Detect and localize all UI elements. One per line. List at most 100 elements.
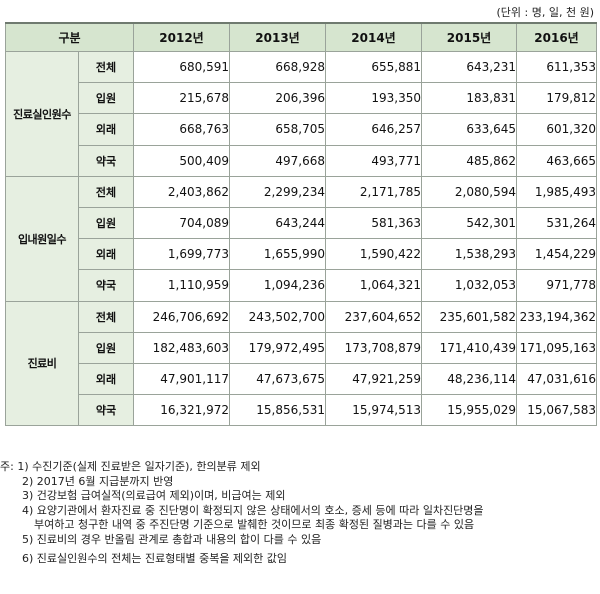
value-cell: 658,705 bbox=[229, 113, 326, 146]
value-cell: 47,901,117 bbox=[133, 362, 230, 396]
table-row: 외래 668,763 658,705 646,257 633,645 601,3… bbox=[6, 113, 597, 146]
table-row: 입원 182,483,603 179,972,495 173,708,879 1… bbox=[6, 331, 597, 364]
footnotes: 주: 1) 수진기준(실제 진료받은 일자기준), 한의분류 제외 2) 201… bbox=[0, 460, 598, 566]
sub-label: 입원 bbox=[78, 82, 134, 115]
value-cell: 206,396 bbox=[229, 82, 326, 115]
table-row: 약국 16,321,972 15,856,531 15,974,513 15,9… bbox=[6, 394, 597, 427]
table-row: 약국 500,409 497,668 493,771 485,862 463,6… bbox=[6, 144, 597, 177]
value-cell: 1,985,493 bbox=[516, 175, 597, 208]
sub-label: 전체 bbox=[78, 300, 134, 333]
value-cell: 1,110,959 bbox=[133, 269, 230, 302]
table-row: 약국 1,110,959 1,094,236 1,064,321 1,032,0… bbox=[6, 269, 597, 302]
value-cell: 971,778 bbox=[516, 269, 597, 302]
value-cell: 1,699,773 bbox=[133, 238, 230, 271]
sub-label: 외래 bbox=[78, 113, 134, 146]
value-cell: 243,502,700 bbox=[229, 300, 326, 333]
value-cell: 704,089 bbox=[133, 206, 230, 240]
value-cell: 1,655,990 bbox=[229, 238, 326, 271]
value-cell: 47,921,259 bbox=[325, 362, 422, 396]
value-cell: 531,264 bbox=[516, 206, 597, 240]
value-cell: 601,320 bbox=[516, 113, 597, 146]
year-header: 2016년 bbox=[516, 22, 597, 52]
table-row: 진료비 전체 246,706,692 243,502,700 237,604,6… bbox=[5, 300, 597, 427]
table-row: 외래 1,699,773 1,655,990 1,590,422 1,538,2… bbox=[6, 238, 597, 271]
value-cell: 16,321,972 bbox=[133, 394, 230, 427]
footnote: 3) 건강보험 급여실적(의료급여 제외)이며, 비급여는 제외 bbox=[22, 489, 286, 503]
sub-label: 약국 bbox=[78, 269, 134, 302]
value-cell: 611,353 bbox=[516, 50, 597, 84]
value-cell: 47,031,616 bbox=[516, 362, 597, 396]
footnote: 4) 요양기관에서 환자진료 중 진단명이 확정되지 않은 상태에서의 호소, … bbox=[22, 503, 484, 517]
value-cell: 2,171,785 bbox=[325, 175, 422, 208]
category-header: 구분 bbox=[5, 22, 134, 52]
value-cell: 235,601,582 bbox=[421, 300, 517, 333]
value-cell: 493,771 bbox=[325, 144, 422, 177]
sub-label: 약국 bbox=[78, 394, 134, 427]
value-cell: 1,454,229 bbox=[516, 238, 597, 271]
year-header: 2013년 bbox=[229, 22, 326, 52]
table-row: 입내원일수 전체 2,403,862 2,299,234 2,171,785 2… bbox=[5, 175, 597, 302]
value-cell: 15,067,583 bbox=[516, 394, 597, 427]
footnote: 5) 진료비의 경우 반올림 관계로 총합과 내용의 합이 다를 수 있음 bbox=[22, 532, 322, 546]
value-cell: 1,032,053 bbox=[421, 269, 517, 302]
year-header: 2015년 bbox=[421, 22, 517, 52]
sub-label: 전체 bbox=[78, 175, 134, 208]
value-cell: 173,708,879 bbox=[325, 331, 422, 364]
sub-label: 약국 bbox=[78, 144, 134, 177]
value-cell: 1,094,236 bbox=[229, 269, 326, 302]
header-row: 구분 2012년 2013년 2014년 2015년 2016년 bbox=[5, 22, 597, 52]
value-cell: 179,812 bbox=[516, 82, 597, 115]
value-cell: 500,409 bbox=[133, 144, 230, 177]
footnote: 부여하고 청구한 내역 중 주진단명 기준으로 발췌한 것이므로 최종 확정된 … bbox=[34, 518, 475, 532]
value-cell: 2,080,594 bbox=[421, 175, 517, 208]
table-row: 입원 215,678 206,396 193,350 183,831 179,8… bbox=[6, 82, 597, 115]
value-cell: 542,301 bbox=[421, 206, 517, 240]
value-cell: 179,972,495 bbox=[229, 331, 326, 364]
value-cell: 680,591 bbox=[133, 50, 230, 84]
table-row: 진료실인원수 전체 680,591 668,928 655,881 643,23… bbox=[5, 50, 597, 177]
value-cell: 193,350 bbox=[325, 82, 422, 115]
sub-label: 전체 bbox=[78, 50, 134, 84]
value-cell: 497,668 bbox=[229, 144, 326, 177]
footnote: 주: 1) 수진기준(실제 진료받은 일자기준), 한의분류 제외 bbox=[0, 460, 261, 473]
group-label: 진료비 bbox=[5, 300, 79, 427]
value-cell: 668,928 bbox=[229, 50, 326, 84]
year-header: 2014년 bbox=[325, 22, 422, 52]
sub-label: 외래 bbox=[78, 362, 134, 396]
group-label: 입내원일수 bbox=[5, 175, 79, 302]
sub-label: 입원 bbox=[78, 206, 134, 240]
value-cell: 233,194,362 bbox=[516, 300, 597, 333]
value-cell: 646,257 bbox=[325, 113, 422, 146]
value-cell: 581,363 bbox=[325, 206, 422, 240]
sub-label: 외래 bbox=[78, 238, 134, 271]
value-cell: 633,645 bbox=[421, 113, 517, 146]
value-cell: 171,095,163 bbox=[516, 331, 597, 364]
value-cell: 1,064,321 bbox=[325, 269, 422, 302]
value-cell: 655,881 bbox=[325, 50, 422, 84]
value-cell: 2,403,862 bbox=[133, 175, 230, 208]
value-cell: 2,299,234 bbox=[229, 175, 326, 208]
value-cell: 643,231 bbox=[421, 50, 517, 84]
table-row: 입원 704,089 643,244 581,363 542,301 531,2… bbox=[6, 206, 597, 240]
value-cell: 47,673,675 bbox=[229, 362, 326, 396]
value-cell: 182,483,603 bbox=[133, 331, 230, 364]
year-header: 2012년 bbox=[133, 22, 230, 52]
value-cell: 246,706,692 bbox=[133, 300, 230, 333]
value-cell: 48,236,114 bbox=[421, 362, 517, 396]
value-cell: 1,538,293 bbox=[421, 238, 517, 271]
value-cell: 215,678 bbox=[133, 82, 230, 115]
footnote: 6) 진료실인원수의 전체는 진료형태별 중복을 제외한 값임 bbox=[22, 551, 288, 565]
value-cell: 15,974,513 bbox=[325, 394, 422, 427]
value-cell: 643,244 bbox=[229, 206, 326, 240]
value-cell: 1,590,422 bbox=[325, 238, 422, 271]
statistics-table: 구분 2012년 2013년 2014년 2015년 2016년 진료실인원수 … bbox=[5, 22, 597, 427]
value-cell: 485,862 bbox=[421, 144, 517, 177]
footnote: 2) 2017년 6월 지급분까지 반영 bbox=[22, 474, 174, 488]
table-row: 외래 47,901,117 47,673,675 47,921,259 48,2… bbox=[6, 362, 597, 396]
value-cell: 183,831 bbox=[421, 82, 517, 115]
value-cell: 171,410,439 bbox=[421, 331, 517, 364]
value-cell: 463,665 bbox=[516, 144, 597, 177]
unit-label: (단위 : 명, 일, 천 원) bbox=[496, 6, 595, 19]
sub-label: 입원 bbox=[78, 331, 134, 364]
value-cell: 15,955,029 bbox=[421, 394, 517, 427]
